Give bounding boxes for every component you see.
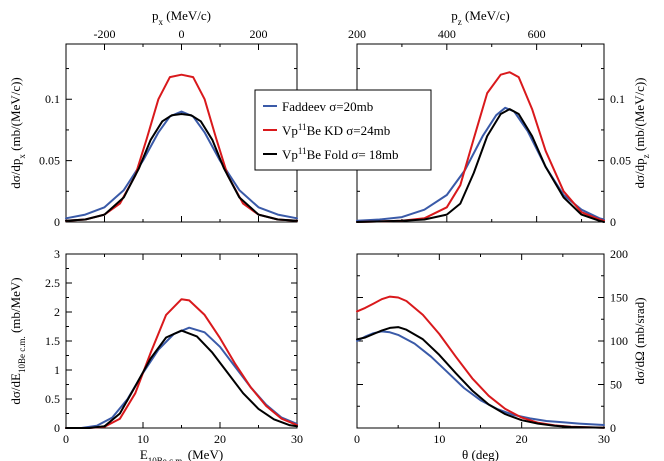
y-tick-label: 1.5 — [45, 334, 60, 348]
series-line-vp_kd — [65, 73, 298, 222]
series-line-vp_fold — [65, 113, 298, 222]
series-line-vp_kd — [65, 298, 298, 429]
x-axis-label: θ (deg) — [462, 447, 499, 461]
y-axis-label: dσ/dΩ (mb/srad) — [632, 297, 647, 384]
x-axis-label: px (MeV/c) — [152, 8, 211, 27]
panel-top-left: -200 0 200 0 0.05 0.1 px (MeV/c) dσ/dpx (mb/(Me… — [8, 8, 298, 229]
series-line-vp_kd — [356, 295, 605, 429]
series-line-faddeev — [65, 326, 298, 429]
y-tick-label: 0.1 — [45, 92, 60, 106]
x-tick-label: 20 — [516, 432, 528, 446]
y-tick-label: 0 — [610, 215, 616, 229]
x-axis-label: pz (MeV/c) — [451, 8, 510, 27]
x-tick-label: 30 — [598, 432, 610, 446]
y-tick-label: 150 — [610, 291, 628, 305]
y-axis-label: dσ/dpz (mb/(MeV/c)) — [632, 77, 651, 188]
x-axis-label: E10Be c.m. (MeV) — [140, 447, 223, 461]
y-tick-label: 200 — [610, 247, 628, 261]
y-axis-label: dσ/dpx (mb/(MeV/c)) — [8, 77, 27, 189]
y-tick-label: 0 — [54, 421, 60, 435]
y-tick-label: 1 — [54, 363, 60, 377]
legend: Faddeev σ=20mb Vp11Be KD σ=24mb Vp11Be Fol… — [254, 89, 432, 171]
legend-box — [254, 89, 432, 171]
series-line-faddeev — [65, 110, 298, 220]
series-line-vp_kd — [356, 71, 605, 223]
x-tick-label: 400 — [438, 27, 456, 41]
legend-entry-faddeev: Faddeev σ=20mb — [282, 99, 373, 114]
x-tick-label: 600 — [528, 27, 546, 41]
y-tick-label: 0.05 — [39, 154, 60, 168]
y-axis-label: dσ/dE10Be c.m. (mb/MeV) — [8, 277, 27, 404]
x-tick-label: 30 — [291, 432, 303, 446]
x-tick-label: 0 — [354, 432, 360, 446]
series-line-vp_fold — [65, 329, 298, 429]
y-tick-label: 3 — [54, 247, 60, 261]
x-tick-label: 200 — [250, 27, 268, 41]
x-tick-label: 0 — [63, 432, 69, 446]
y-tick-label: 2 — [54, 305, 60, 319]
y-tick-label: 0 — [610, 421, 616, 435]
panel-bottom-left: 0 10 20 30 0 0.5 1 1.5 2 2.5 3 E10Be c.m. (MeV) dσ/d… — [8, 247, 303, 461]
y-tick-label: 0.05 — [610, 154, 631, 168]
legend-entry-vp_kd: Vp11Be KD σ=24mb — [282, 122, 390, 138]
y-tick-label: 100 — [610, 334, 628, 348]
x-tick-label: 200 — [348, 27, 366, 41]
y-tick-label: 2.5 — [45, 276, 60, 290]
x-tick-label: 20 — [214, 432, 226, 446]
y-tick-label: 0.1 — [610, 92, 625, 106]
y-tick-label: 0 — [54, 215, 60, 229]
series-line-faddeev — [356, 330, 605, 426]
x-tick-label: 0 — [179, 27, 185, 41]
x-tick-label: 10 — [433, 432, 445, 446]
series-line-vp_fold — [356, 326, 605, 429]
x-tick-label: 10 — [137, 432, 149, 446]
plot-frame — [356, 253, 605, 429]
legend-entry-vp_fold: Vp11Be Fold σ= 18mb — [282, 146, 399, 162]
y-tick-label: 0.5 — [45, 392, 60, 406]
series-line-vp_fold — [356, 108, 605, 223]
x-tick-label: -200 — [94, 27, 116, 41]
y-tick-label: 50 — [610, 378, 622, 392]
